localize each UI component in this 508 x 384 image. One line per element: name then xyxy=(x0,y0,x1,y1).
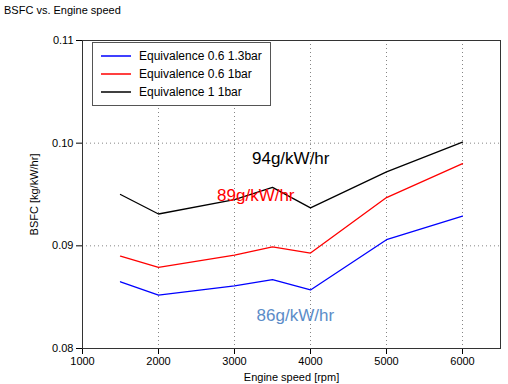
svg-text:0.08: 0.08 xyxy=(52,342,73,354)
html-text:BSFC vs. Engine speed: BSFC vs. Engine speed xyxy=(4,4,121,16)
svg-text:0.11: 0.11 xyxy=(53,34,74,46)
svg-text:2000: 2000 xyxy=(146,355,170,367)
svg-text:94g/kW/hr: 94g/kW/hr xyxy=(252,149,330,168)
svg-text:0.09: 0.09 xyxy=(52,239,73,251)
html-text:Equivalence 1 1bar: Equivalence 1 1bar xyxy=(139,85,242,99)
html-text:Equivalence 0.6 1bar: Equivalence 0.6 1bar xyxy=(139,67,252,81)
html-text:Equivalence 0.6 1.3bar: Equivalence 0.6 1.3bar xyxy=(139,49,262,63)
svg-text:86g/kW/hr: 86g/kW/hr xyxy=(257,306,335,325)
svg-text:Engine speed [rpm]: Engine speed [rpm] xyxy=(244,371,339,383)
svg-text:6000: 6000 xyxy=(450,355,474,367)
svg-text:89g/kW/hr: 89g/kW/hr xyxy=(217,186,295,205)
svg-text:1000: 1000 xyxy=(70,355,94,367)
svg-text:3000: 3000 xyxy=(222,355,246,367)
svg-text:0.10: 0.10 xyxy=(52,137,73,149)
svg-text:BSFC [kg/kW/hr]: BSFC [kg/kW/hr] xyxy=(28,154,40,236)
svg-text:4000: 4000 xyxy=(298,355,322,367)
svg-text:5000: 5000 xyxy=(374,355,398,367)
